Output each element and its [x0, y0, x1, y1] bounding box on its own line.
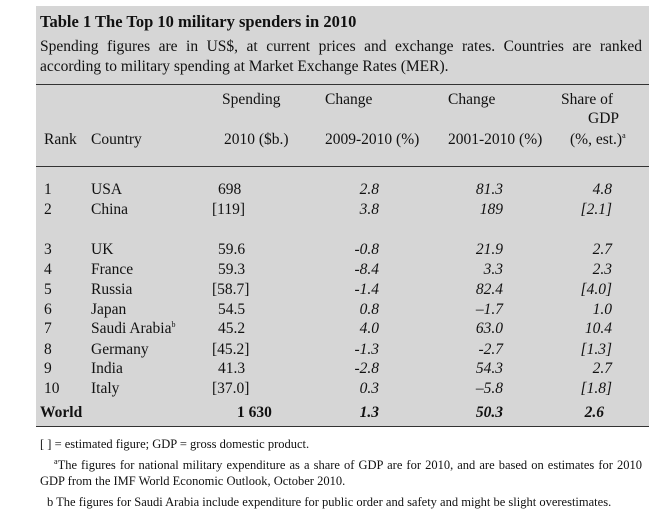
header-rank: Rank: [44, 131, 77, 148]
row-share-gdp: 2.3: [592, 261, 612, 278]
row-spending: 45.2: [218, 320, 246, 337]
row-change-2009-2010: 0.8: [359, 301, 379, 318]
header-share-line2: GDP: [588, 110, 620, 127]
row-change-2001-2010: 81.3: [475, 181, 503, 198]
world-change-2001-2010: 50.3: [475, 404, 503, 421]
row-change-2009-2010: -2.8: [354, 360, 379, 377]
row-spending: 54.5: [218, 301, 246, 318]
row-change-2009-2010: -0.8: [354, 241, 379, 258]
row-country: France: [91, 261, 134, 278]
table-panel: [36, 6, 649, 426]
row-share-gdp: 10.4: [584, 320, 612, 337]
row-rank: 8: [44, 341, 52, 358]
row-rank: 7: [44, 320, 52, 337]
row-change-2009-2010: -1.3: [354, 341, 379, 358]
header-country: Country: [91, 131, 142, 148]
row-share-gdp: [1.3]: [580, 341, 612, 358]
row-spending: 698: [218, 181, 242, 198]
row-share-gdp: [4.0]: [580, 281, 612, 298]
row-spending: [119]: [212, 201, 245, 218]
row-rank: 9: [44, 360, 52, 377]
row-change-2001-2010: -2.7: [478, 341, 503, 358]
row-change-2009-2010: 2.8: [359, 181, 379, 198]
table-bottom-rule: [36, 426, 649, 427]
header-change1-line1: Change: [325, 91, 373, 108]
header-change1-line2: 2009-2010 (%): [325, 131, 420, 148]
row-change-2001-2010: 189: [479, 201, 503, 218]
footnote-b-marker: b: [171, 319, 176, 329]
row-country: UK: [91, 241, 114, 258]
row-spending: 59.6: [218, 241, 246, 258]
header-change2-line1: Change: [448, 91, 496, 108]
table-title: Table 1 The Top 10 military spenders in …: [40, 12, 357, 31]
row-change-2009-2010: -1.4: [354, 281, 379, 298]
header-bottom-rule: [36, 166, 649, 167]
header-change2-line2: 2001-2010 (%): [448, 131, 543, 148]
row-country: Germany: [91, 341, 149, 358]
row-country: China: [91, 201, 129, 218]
row-share-gdp: 2.7: [592, 360, 612, 377]
header-spending-line1: Spending: [222, 91, 281, 108]
header-top-rule: [36, 84, 649, 85]
row-country: Japan: [91, 301, 127, 318]
row-share-gdp: [2.1]: [580, 201, 612, 218]
row-country: Italy: [91, 380, 120, 397]
row-rank: 3: [44, 241, 52, 258]
row-change-2001-2010: 21.9: [475, 241, 503, 258]
row-change-2009-2010: 3.8: [359, 201, 379, 218]
row-change-2001-2010: 63.0: [475, 320, 503, 337]
row-spending: 41.3: [218, 360, 246, 377]
row-change-2001-2010: 54.3: [475, 360, 503, 377]
row-change-2009-2010: 0.3: [359, 380, 379, 397]
header-share-line3: (%, est.)a: [570, 130, 626, 148]
footnote-b: b The figures for Saudi Arabia include e…: [47, 495, 612, 509]
world-spending: 1 630: [237, 404, 272, 421]
row-change-2009-2010: 4.0: [359, 320, 379, 337]
row-share-gdp: 4.8: [592, 181, 612, 198]
row-spending: [37.0]: [212, 380, 250, 397]
row-share-gdp: 1.0: [592, 301, 612, 318]
header-share-line1: Share of: [561, 91, 614, 108]
row-change-2001-2010: –5.8: [475, 380, 503, 397]
row-spending: 59.3: [218, 261, 246, 278]
row-change-2001-2010: 3.3: [483, 261, 503, 278]
row-country: India: [91, 360, 123, 377]
row-change-2009-2010: -8.4: [354, 261, 379, 278]
row-change-2001-2010: –1.7: [475, 301, 503, 318]
row-rank: 10: [44, 380, 60, 397]
row-rank: 5: [44, 281, 52, 298]
row-spending: [45.2]: [212, 341, 250, 358]
row-country: USA: [91, 181, 123, 198]
row-rank: 2: [44, 201, 52, 218]
world-share-gdp: 2.6: [584, 404, 604, 421]
row-rank: 6: [44, 301, 52, 318]
row-change-2001-2010: 82.4: [475, 281, 503, 298]
table-subtitle: Spending figures are in US$, at current …: [40, 38, 642, 75]
footnote-a-marker: a: [622, 130, 626, 140]
row-spending: [58.7]: [212, 281, 250, 298]
row-rank: 1: [44, 181, 52, 198]
row-share-gdp: [1.8]: [580, 380, 612, 397]
footnote-a-label: a: [54, 456, 58, 466]
row-country: Saudi Arabiab: [91, 319, 176, 337]
row-country: Russia: [91, 281, 133, 298]
row-rank: 4: [44, 261, 52, 278]
footnote-legend: [ ] = estimated figure; GDP = gross dome…: [40, 437, 310, 451]
footnote-a: aThe figures for national military expen…: [40, 456, 642, 488]
world-label: World: [40, 404, 83, 421]
row-share-gdp: 2.7: [592, 241, 612, 258]
header-spending-line2: 2010 ($b.): [224, 131, 289, 148]
world-change-2009-2010: 1.3: [359, 404, 379, 421]
